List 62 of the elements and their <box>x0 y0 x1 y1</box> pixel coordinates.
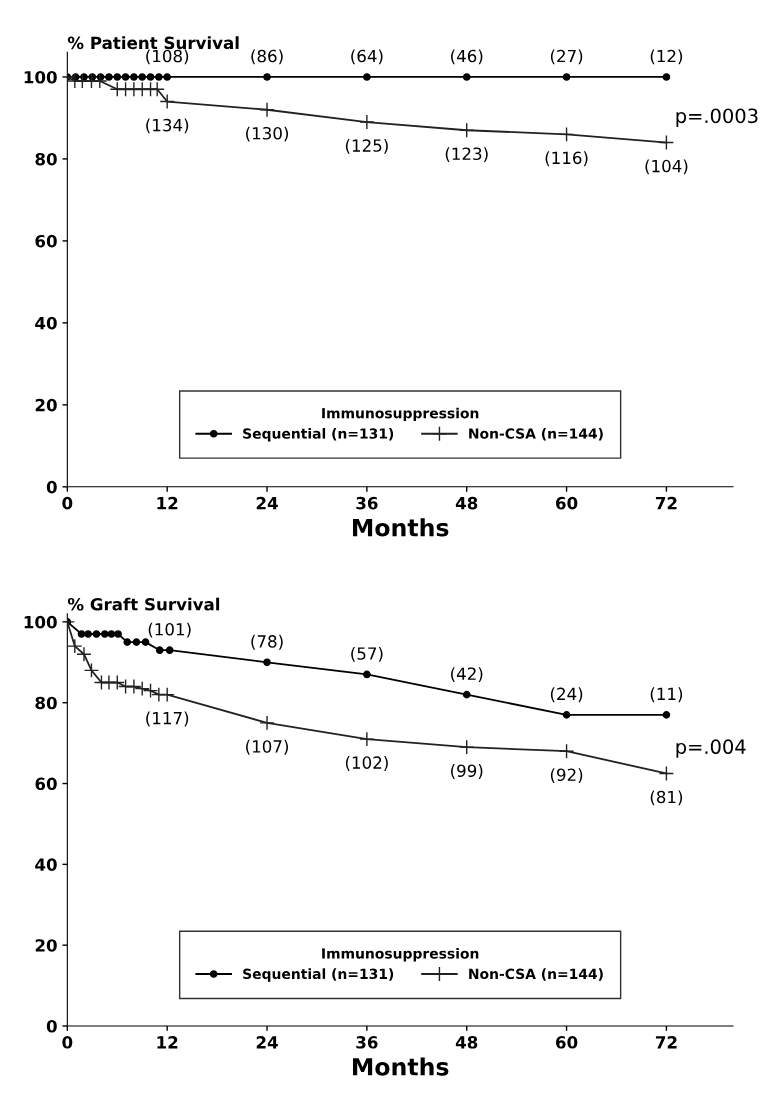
x-tick-label: 72 <box>655 496 677 510</box>
y-tick-label: 0 <box>46 480 57 494</box>
annotation: (24) <box>550 687 583 703</box>
x-axis-title: Months <box>352 1057 449 1076</box>
annotation: (117) <box>146 711 189 727</box>
annotation: (108) <box>146 49 189 65</box>
x-tick-label: 48 <box>455 496 478 510</box>
annotation: (42) <box>451 667 483 682</box>
y-tick-label: 80 <box>35 152 57 166</box>
x-tick-label: 60 <box>556 1036 578 1049</box>
y-axis-title: % Graft Survival <box>67 597 220 611</box>
annotation: (130) <box>246 126 289 142</box>
y-tick-label: 40 <box>35 858 57 871</box>
annotation: p=.004 <box>676 739 746 758</box>
y-tick-label: 40 <box>35 316 57 330</box>
y-axis-title: % Patient Survival <box>67 36 239 50</box>
y-tick-label: 100 <box>24 70 57 84</box>
x-tick-label: 0 <box>62 1036 73 1049</box>
x-tick-label: 36 <box>356 1036 378 1049</box>
legend-label: Non-CSA (n=144) <box>469 428 603 441</box>
annotation: (134) <box>146 118 189 134</box>
x-tick-label: 48 <box>455 1036 478 1049</box>
legend-title: Immunosuppression <box>322 407 479 422</box>
annotation: (101) <box>148 622 191 638</box>
x-tick-label: 72 <box>655 1036 677 1049</box>
legend-label: Sequential (n=131) <box>243 428 394 442</box>
annotation: (125) <box>345 138 388 154</box>
x-tick-label: 24 <box>256 1036 278 1049</box>
annotation: (64) <box>351 49 383 65</box>
annotation: (27) <box>550 49 583 65</box>
annotation: (11) <box>650 687 683 703</box>
legend-label: Non-CSA (n=144) <box>469 968 603 981</box>
y-tick-label: 100 <box>24 615 57 629</box>
annotation: (57) <box>351 646 383 662</box>
y-tick-label: 20 <box>35 939 57 952</box>
annotation: (46) <box>451 49 483 65</box>
y-tick-label: 60 <box>35 777 57 791</box>
x-tick-label: 12 <box>157 1036 178 1049</box>
annotation: (12) <box>650 49 683 65</box>
annotation: (92) <box>550 768 583 783</box>
x-tick-label: 0 <box>62 496 73 510</box>
annotation: (102) <box>345 756 388 771</box>
x-axis-title: Months <box>352 518 449 537</box>
annotation: (116) <box>545 151 588 167</box>
y-tick-label: 80 <box>35 696 57 710</box>
annotation: (81) <box>650 790 683 806</box>
annotation: (107) <box>246 739 289 755</box>
x-tick-label: 36 <box>356 496 378 510</box>
x-tick-label: 24 <box>256 496 278 510</box>
legend-label: Sequential (n=131) <box>243 968 394 982</box>
y-tick-label: 0 <box>46 1019 57 1033</box>
annotation: (99) <box>451 764 483 779</box>
annotation: p=.0003 <box>676 108 758 127</box>
x-tick-label: 60 <box>556 496 578 510</box>
legend-title: Immunosuppression <box>322 947 479 962</box>
annotation: (78) <box>251 634 283 650</box>
annotation: (86) <box>251 49 283 65</box>
x-tick-label: 12 <box>157 496 178 510</box>
y-tick-label: 20 <box>35 398 57 412</box>
annotation: (104) <box>645 159 688 175</box>
annotation: (123) <box>445 147 488 163</box>
y-tick-label: 60 <box>35 234 57 248</box>
